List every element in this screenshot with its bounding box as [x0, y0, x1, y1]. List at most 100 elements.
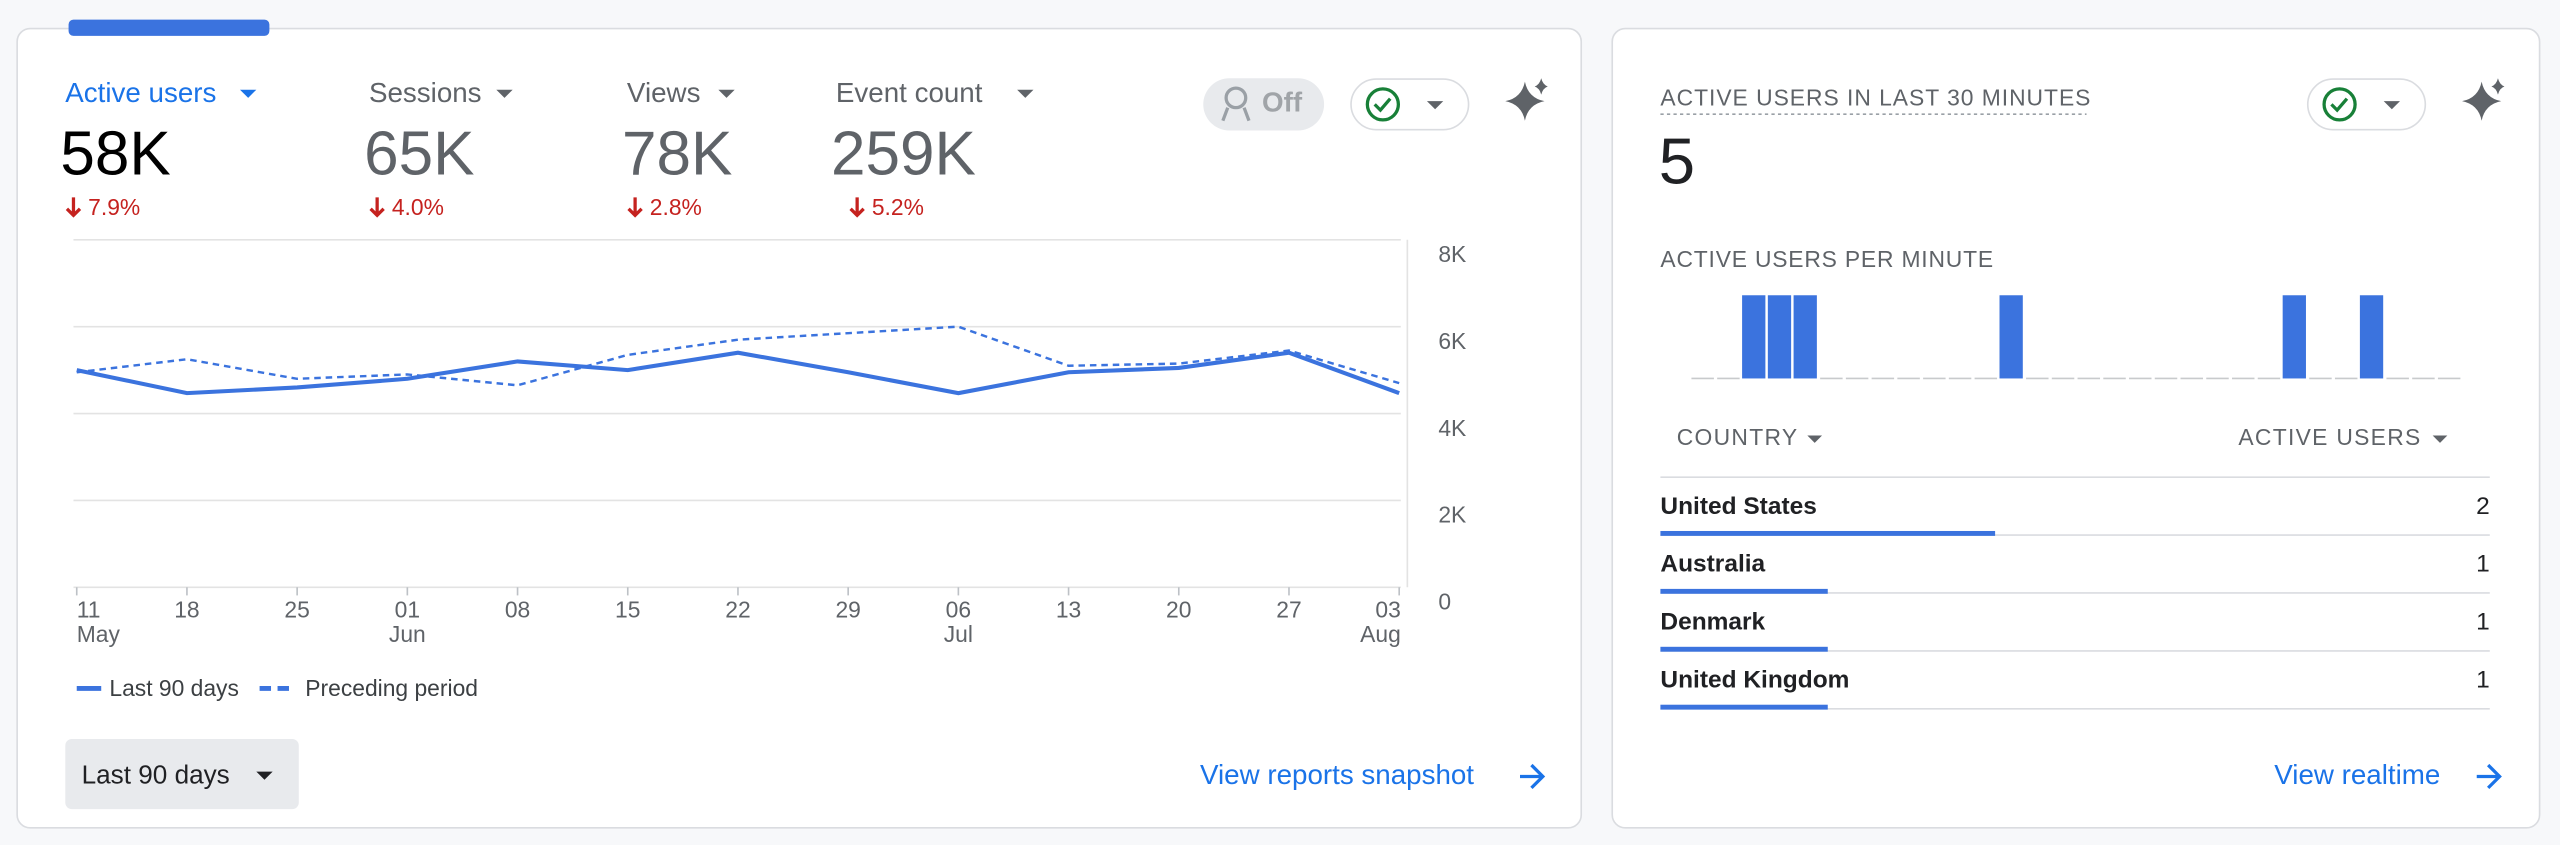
selected-tab-indicator [68, 19, 270, 36]
y-tick-label: 8K [1438, 241, 1466, 267]
metric-tab[interactable]: Event count 259K 5.2% [831, 77, 1034, 220]
caret [2432, 435, 2448, 443]
link-text: View reports snapshot [1200, 759, 1474, 790]
status-button[interactable] [1350, 78, 1470, 131]
down-arrow [627, 197, 643, 218]
metric-label: Sessions [369, 77, 482, 108]
bar [1767, 295, 1792, 379]
down-arrow [65, 197, 82, 218]
x-tick-label: 25 [284, 597, 309, 623]
country-name: Denmark [1660, 609, 1765, 636]
y-tick-label: 4K [1438, 415, 1466, 441]
metrics: Active users 58K 7.9% Sessions 65K 4.0% Views 7… [60, 77, 1034, 220]
active-users-count: 1 [2476, 667, 2490, 694]
bar [1999, 295, 2023, 379]
x-tick-label: 22 [725, 597, 750, 623]
legend-label: Last 90 days [109, 675, 239, 701]
caret [1017, 89, 1034, 98]
metric-label: Views [627, 77, 701, 108]
x-tick-label: 06 Jul [944, 597, 973, 647]
caret [718, 89, 735, 98]
metric-change: 7.9% [88, 194, 140, 220]
reports-link[interactable]: View reports snapshot [1200, 759, 1546, 790]
caret [240, 89, 257, 98]
metric-tab[interactable]: Active users 58K 7.9% [60, 77, 257, 220]
check-icon [1365, 87, 1400, 122]
realtime-value: 5 [1659, 125, 1695, 198]
realtime-card [1611, 27, 2541, 829]
active-users-count: 1 [2476, 551, 2490, 578]
country-name: Australia [1660, 551, 1765, 578]
caret [256, 771, 273, 780]
toggle-icon [1221, 107, 1251, 122]
x-tick-label: 08 [505, 597, 530, 623]
comparison-toggle[interactable]: Off [1203, 78, 1325, 131]
series-line [76, 350, 1400, 396]
metric-tab[interactable]: Views 78K 2.8% [622, 77, 735, 220]
realtime-link[interactable]: View realtime [2274, 759, 2502, 790]
active-users-count: 1 [2476, 609, 2490, 636]
bar [2359, 295, 2384, 379]
status-button-bg [1350, 78, 1470, 131]
active-users-count: 2 [2476, 493, 2490, 520]
x-tick-label: 29 [835, 597, 860, 623]
metric-tab[interactable]: Sessions 65K 4.0% [364, 77, 513, 220]
line-chart: 0 2K 4K 6K 8K 11 May 18 25 01 Jun 08 15 22 29 06 Jul 13 20… [73, 238, 1466, 647]
down-arrow [849, 197, 865, 218]
value-bar [1660, 588, 1828, 594]
caret [1807, 435, 1823, 443]
country-table: United States 2 Australia 1 Denmark 1 United K… [1660, 493, 2490, 710]
bar [2282, 295, 2306, 379]
x-tick-label: 03 Aug [1360, 597, 1401, 647]
check-icon [2322, 87, 2357, 122]
x-tick-label: 15 [615, 597, 640, 623]
caret [2383, 101, 2400, 110]
bar-chart [1691, 295, 2461, 380]
x-tick-label: 20 [1166, 597, 1191, 623]
value-bar [1660, 530, 1996, 536]
metric-value: 58K [60, 120, 170, 189]
check-icon [2330, 97, 2349, 113]
x-tick-label: 18 [174, 597, 199, 623]
bar [1793, 295, 1817, 379]
y-tick-label: 2K [1438, 502, 1466, 528]
metric-value: 65K [364, 120, 474, 189]
bar [1742, 295, 1766, 379]
x-tick-label: 11 May [77, 597, 121, 647]
status-button[interactable] [2306, 78, 2427, 131]
overview-card [16, 27, 1583, 829]
arrow-icon [1520, 763, 1546, 790]
check-icon [1373, 97, 1392, 113]
country-name: United States [1660, 493, 1816, 520]
metric-change: 4.0% [392, 194, 444, 220]
realtime-title: ACTIVE USERS IN LAST 30 MINUTES [1660, 85, 2091, 111]
value-bar [1660, 704, 1828, 710]
x-tick-label: 13 [1056, 597, 1081, 623]
y-tick-label: 0 [1438, 589, 1451, 615]
insights-icon[interactable] [2462, 78, 2505, 121]
x-tick-label: 27 [1276, 597, 1301, 623]
column-header[interactable]: ACTIVE USERS [2238, 424, 2421, 450]
date-range-dropdown[interactable]: Last 90 days [65, 738, 299, 810]
caret [1426, 101, 1444, 110]
insights-icon[interactable] [1505, 78, 1548, 121]
arrow-icon [2476, 763, 2502, 790]
caret [496, 89, 513, 98]
x-tick-label: 01 Jun [389, 597, 426, 647]
down-arrow [369, 197, 385, 218]
metric-label: Active users [65, 77, 216, 108]
y-tick-label: 6K [1438, 328, 1466, 354]
column-header[interactable]: COUNTRY [1677, 424, 1799, 450]
toggle-bg [1203, 78, 1325, 131]
toggle-label: Off [1262, 87, 1303, 118]
toggle-icon [1224, 86, 1248, 110]
metric-label: Event count [836, 77, 983, 108]
link-text: View realtime [2274, 759, 2440, 790]
dropdown-label: Last 90 days [82, 759, 230, 789]
metric-change: 5.2% [872, 194, 924, 220]
series-line [76, 325, 1400, 387]
country-name: United Kingdom [1660, 667, 1849, 694]
metric-change: 2.8% [650, 194, 702, 220]
status-button-bg [2306, 78, 2427, 131]
